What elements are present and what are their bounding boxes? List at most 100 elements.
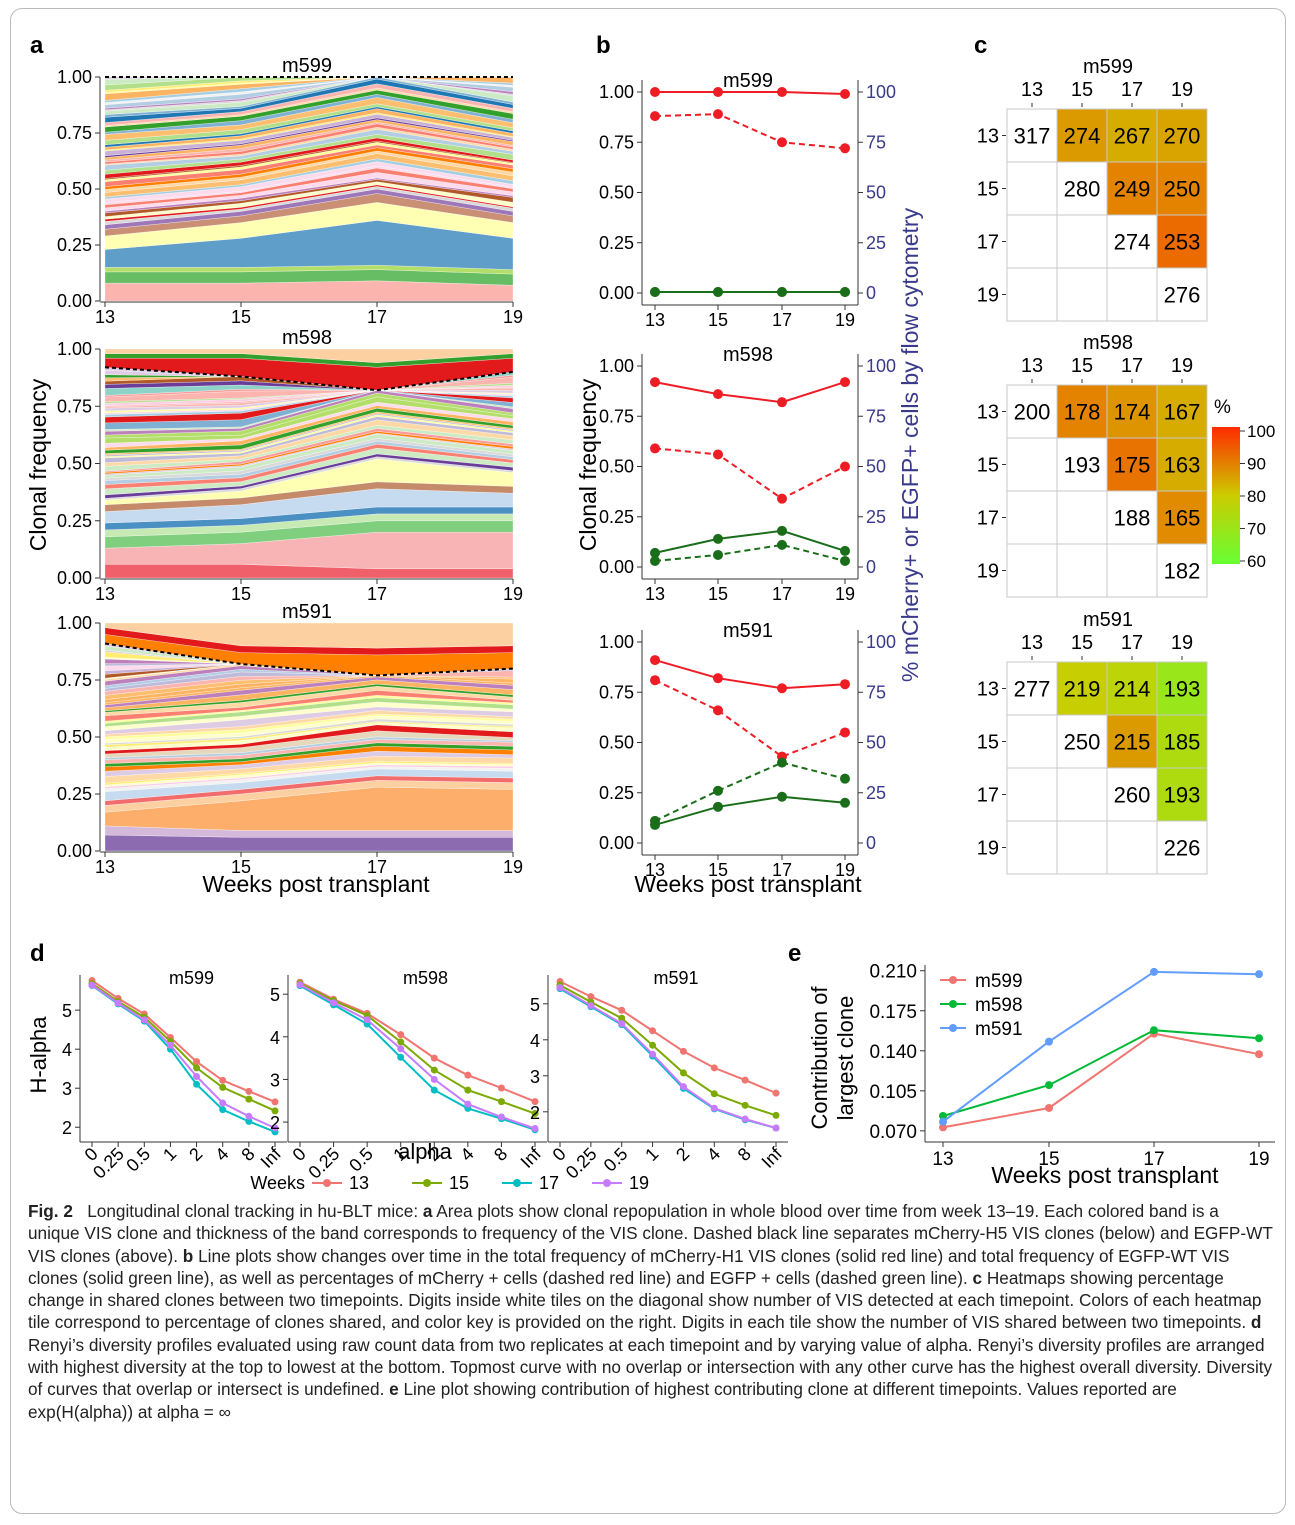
data-point xyxy=(430,1066,438,1074)
y-tick-label: 5 xyxy=(270,985,280,1005)
x-tick-label: 0.5 xyxy=(122,1144,154,1176)
y-tick-label: 4 xyxy=(62,1040,72,1060)
x-tick-label: 8 xyxy=(237,1144,258,1165)
x-tick-label: 13 xyxy=(95,307,115,327)
legend-swatch-dot xyxy=(423,1179,431,1187)
data-point xyxy=(649,1050,657,1058)
legend-swatch-dot xyxy=(603,1179,611,1187)
data-point xyxy=(713,785,723,796)
data-point xyxy=(679,1047,687,1055)
data-point xyxy=(531,1110,539,1118)
y-tick-right-label: 50 xyxy=(866,183,886,203)
heatmap-cell-value: 167 xyxy=(1164,400,1201,425)
heatmap-col-label: 19 xyxy=(1171,632,1193,654)
data-point xyxy=(939,1123,947,1132)
legend-title: Weeks xyxy=(250,1173,305,1193)
heatmap-cell-value: 250 xyxy=(1164,177,1201,202)
data-point xyxy=(219,1106,227,1114)
heatmap-empty-tile xyxy=(1006,820,1058,875)
y-tick-label: 5 xyxy=(530,995,540,1015)
y-tick-label: 1.00 xyxy=(599,356,634,376)
weeks-legend: Weeks 13 15 17 19 xyxy=(250,1173,649,1193)
x-tick-label: Inf xyxy=(758,1143,787,1172)
y-tick-label: 0.75 xyxy=(599,682,634,702)
heatmap-cell-value: 193 xyxy=(1064,453,1101,478)
subplot-title: m598 xyxy=(403,968,448,988)
data-point xyxy=(840,286,850,297)
legend-tick-label: 90 xyxy=(1247,455,1266,474)
caption-c-text: Heatmaps showing percentage change in sh… xyxy=(28,1267,1262,1333)
heatmap-cell-value: 214 xyxy=(1114,677,1151,702)
x-tick-label: 15 xyxy=(231,857,251,877)
dashed-boundary-line xyxy=(104,366,514,392)
y-tick-label: 0.140 xyxy=(869,1042,917,1063)
x-tick-label: 1 xyxy=(159,1144,180,1165)
data-point xyxy=(772,1124,780,1132)
clone-band xyxy=(104,280,514,302)
data-point xyxy=(245,1112,253,1120)
data-point xyxy=(618,1020,626,1028)
data-point xyxy=(650,547,660,558)
data-point xyxy=(114,999,122,1007)
heatmap-tile xyxy=(1156,267,1208,322)
heatmap-empty-tile xyxy=(1106,267,1158,322)
heatmap-col-label: 15 xyxy=(1071,355,1093,377)
heatmap-empty-tile xyxy=(1006,437,1058,492)
x-tick-label: 19 xyxy=(1248,1149,1269,1170)
panel-e: 0.070 0.105 0.140 0.175 0.210 13 15 17 19 m599 m59… xyxy=(807,962,1275,1188)
data-point xyxy=(430,1086,438,1094)
heatmap-empty-tile xyxy=(1006,543,1058,598)
heatmap-empty-tile xyxy=(1056,490,1108,545)
series-17-line xyxy=(299,984,536,1131)
subplot-title: m599 xyxy=(723,70,773,92)
x-tick-label: 13 xyxy=(95,584,115,604)
data-point xyxy=(649,1041,657,1049)
y-tick-label: 0.00 xyxy=(57,841,92,861)
y-tick-label: 0.105 xyxy=(869,1082,917,1103)
y-tick-label: 0.50 xyxy=(599,183,634,203)
x-tick-label: 13 xyxy=(645,584,665,604)
data-point xyxy=(166,1041,174,1049)
clone-band xyxy=(104,622,514,649)
data-point xyxy=(713,449,723,460)
y-tick-label: 5 xyxy=(62,1001,72,1021)
heatmap-row-label: 19 xyxy=(977,285,999,307)
y-tick-right-label: 100 xyxy=(866,356,896,376)
y-tick-label: 0.50 xyxy=(599,733,634,753)
x-tick-label: 13 xyxy=(932,1149,953,1170)
heatmap-col-label: 19 xyxy=(1171,79,1193,101)
caption-e-label: e xyxy=(389,1379,399,1400)
data-point xyxy=(1045,1081,1053,1090)
x-tick-label: 17 xyxy=(367,307,387,327)
data-point xyxy=(939,1111,947,1120)
x-tick-label: 0.5 xyxy=(345,1144,377,1176)
y-axis-title: Clonal frequency xyxy=(25,378,51,551)
y-tick-right-label: 100 xyxy=(866,82,896,102)
data-point xyxy=(296,981,304,989)
heatmap-cell-value: 219 xyxy=(1064,677,1101,702)
data-point xyxy=(650,675,660,686)
heatmap-title: m599 xyxy=(1083,56,1133,78)
data-point xyxy=(777,87,787,97)
heatmap-empty-tile xyxy=(1106,543,1158,598)
data-point xyxy=(193,1080,201,1088)
heatmap-cell-value: 174 xyxy=(1114,400,1151,425)
heatmap-tile xyxy=(1156,490,1208,545)
heatmap-cell-value: 182 xyxy=(1164,559,1201,584)
panel-label-b: b xyxy=(596,32,611,59)
heatmap-row-label: 15 xyxy=(977,455,999,477)
caption-d-text: Renyi’s diversity profiles evaluated usi… xyxy=(28,1334,1273,1400)
data-point xyxy=(777,397,787,408)
heatmap-row-label: 17 xyxy=(977,508,999,530)
heatmap-tile xyxy=(1106,767,1158,822)
heatmap-row-label: 13 xyxy=(977,679,999,701)
y-tick-label: 4 xyxy=(270,1028,280,1048)
heatmap-col-label: 13 xyxy=(1021,79,1043,101)
heatmap-empty-tile xyxy=(1006,214,1058,269)
x-tick-label: 19 xyxy=(503,857,523,877)
heatmap-row-label: 13 xyxy=(977,126,999,148)
caption-b-label: b xyxy=(182,1245,194,1266)
y-tick-right-label: 25 xyxy=(866,783,886,803)
data-point xyxy=(556,984,564,992)
